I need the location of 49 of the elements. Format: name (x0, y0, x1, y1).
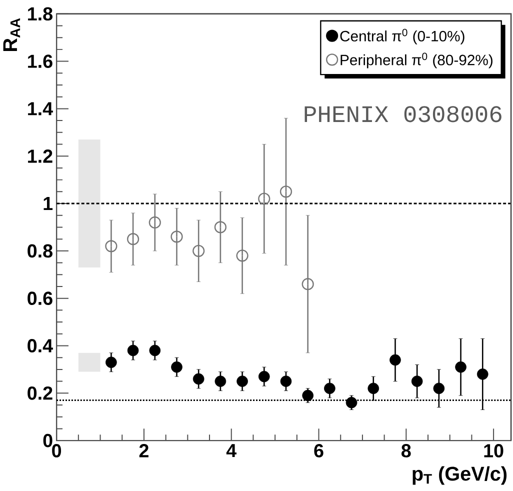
point (214, 376, 226, 387)
point (192, 244, 205, 257)
x-tick-label: 2 (139, 444, 148, 458)
point (324, 382, 336, 394)
point (105, 240, 118, 252)
y-tick-label: 1 (44, 196, 53, 210)
y-tick-label: 0 (43, 434, 52, 448)
point (346, 396, 358, 408)
point (280, 376, 292, 387)
point (368, 382, 380, 394)
point (302, 390, 314, 402)
legend-label: Central π$^{0}$ (0-10%) (340, 28, 464, 44)
y-tick-label: 1.6 (28, 54, 52, 68)
annotation: PHENIX 0308006 (304, 106, 502, 122)
y-tick-label: 1.8 (28, 7, 52, 20)
point (433, 382, 445, 394)
point (236, 250, 248, 262)
x-tick-label: 10 (484, 444, 504, 458)
point (455, 361, 466, 373)
point (302, 278, 314, 290)
x-tick-label: 4 (226, 444, 236, 457)
x-axis-title: p$_{T}$ (GeV/c) (412, 466, 507, 485)
y-tick-label: 0.6 (28, 292, 52, 305)
point (127, 344, 139, 356)
point (106, 356, 117, 368)
point (280, 186, 292, 198)
point (390, 354, 401, 366)
point (148, 216, 161, 228)
legend-label: Peripheral π$^{0}$ (80-92%) (340, 52, 492, 68)
point (411, 376, 423, 387)
y-axis-title: R$_{AA}$ (3, 18, 20, 51)
point (149, 344, 161, 356)
point (170, 230, 183, 243)
point (126, 232, 140, 246)
y-tick-label: 0.8 (28, 244, 52, 258)
point (214, 221, 226, 234)
y-tick-label: 0.2 (28, 386, 52, 400)
point (236, 376, 248, 387)
x-tick-label: 8 (402, 444, 411, 458)
y-tick-label: 0.4 (28, 338, 53, 352)
point (476, 368, 488, 380)
y-tick-label: 1.4 (28, 102, 53, 116)
point (258, 370, 270, 382)
x-tick-label: 6 (314, 444, 324, 458)
point (171, 361, 182, 373)
x-tick-label: 0 (52, 444, 62, 458)
point (258, 192, 270, 205)
y-tick-label: 1.2 (28, 149, 52, 163)
point (192, 373, 204, 385)
